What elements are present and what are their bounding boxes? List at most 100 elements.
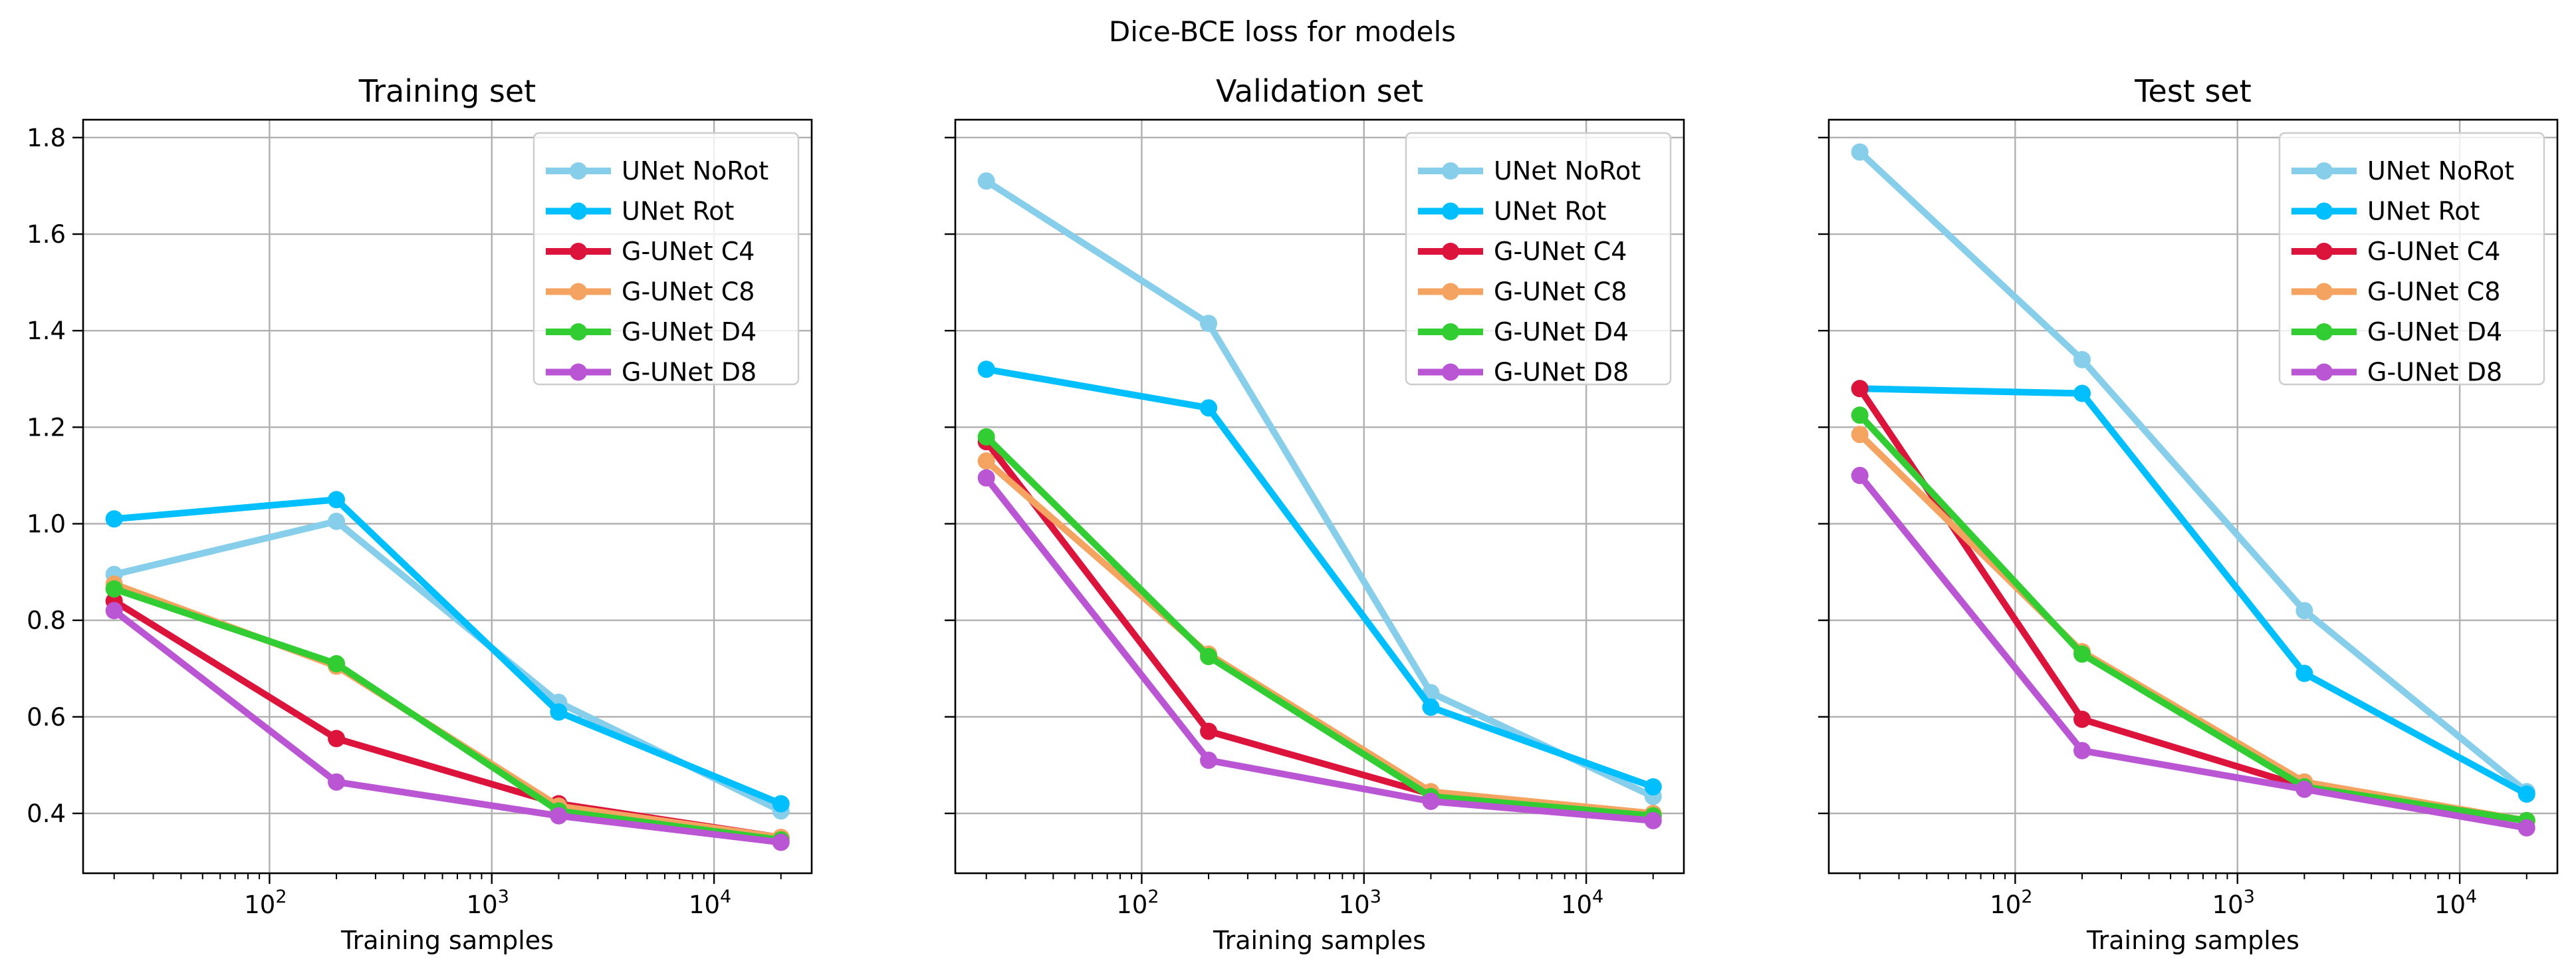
- legend-label: G-UNet D8: [2367, 358, 2502, 387]
- legend-entry: G-UNet C8: [546, 277, 755, 307]
- data-point: [977, 452, 995, 470]
- x-tick-label: 102: [1116, 887, 1159, 919]
- x-tick-label: 104: [2434, 887, 2477, 919]
- x-tick-label: 102: [1990, 887, 2032, 919]
- x-tick-exponent: 4: [720, 887, 731, 907]
- data-point: [328, 512, 346, 530]
- y-tick-label: 1.8: [27, 124, 66, 152]
- data-point: [1422, 698, 1440, 716]
- y-tick-label: 1.0: [27, 510, 66, 539]
- y-ticks: 0.4 0.6 0.8 1.0 1.2 1.4 1.6 1.8: [27, 124, 83, 828]
- legend-entry: UNet Rot: [1418, 197, 1606, 226]
- legend-box: [2278, 132, 2545, 386]
- y-tick-label: 0.8: [27, 607, 66, 635]
- legend-entry: G-UNet D8: [2291, 358, 2502, 387]
- x-ticks: 102 103 104: [1990, 873, 2477, 919]
- series-g-unet-c4: [1851, 380, 2535, 829]
- data-point: [772, 795, 790, 813]
- data-point: [2073, 710, 2091, 728]
- data-point: [772, 833, 790, 851]
- y-tick-label: 1.6: [27, 220, 66, 249]
- series-g-unet-d8: [105, 602, 790, 851]
- x-minor-ticks: [1859, 873, 2527, 879]
- x-tick-exponent: 3: [2244, 887, 2255, 907]
- legend-marker: [1442, 243, 1459, 260]
- legend-label: G-UNet D4: [622, 317, 757, 347]
- series-group: [1851, 143, 2535, 837]
- data-point: [977, 360, 995, 378]
- series-line: [1857, 432, 2527, 824]
- x-axis-label: Training samples: [340, 926, 554, 955]
- series-line: [1857, 412, 2527, 824]
- legend-label: G-UNet D4: [2367, 317, 2502, 347]
- x-tick-base: 10: [1339, 891, 1370, 919]
- data-point: [328, 773, 346, 791]
- data-point: [2295, 780, 2313, 798]
- legend-marker: [570, 283, 587, 301]
- legend-marker: [2315, 323, 2333, 341]
- legend-marker: [2315, 243, 2333, 260]
- data-point: [2517, 785, 2535, 803]
- data-point: [2073, 350, 2091, 368]
- series-line: [114, 496, 782, 807]
- panel-1: 102 103 1040.40.60.81.01.21.41.61.8Trainin…: [27, 73, 813, 955]
- legend-marker: [570, 323, 587, 341]
- x-tick-base: 10: [689, 891, 720, 919]
- panel-title: Validation set: [1216, 73, 1423, 109]
- legend-box: [532, 132, 800, 386]
- data-point: [1200, 648, 1218, 666]
- series-line: [1857, 473, 2527, 831]
- x-tick-exponent: 2: [2021, 887, 2032, 907]
- x-minor-ticks: [113, 873, 782, 879]
- data-point: [328, 654, 346, 672]
- legend-label: UNet Rot: [2367, 197, 2480, 226]
- legend-marker: [1442, 323, 1459, 341]
- x-tick-base: 10: [1116, 891, 1147, 919]
- legend-entry: G-UNet C4: [2291, 237, 2500, 266]
- legend-box: [1405, 132, 1672, 386]
- series-group: [977, 172, 1662, 829]
- data-point: [1644, 778, 1662, 796]
- x-tick-exponent: 4: [2466, 887, 2477, 907]
- data-point: [105, 602, 123, 620]
- data-point: [1851, 406, 1869, 424]
- series-line: [983, 476, 1654, 824]
- legend-marker: [2315, 202, 2333, 220]
- y-ticks: [945, 136, 955, 815]
- data-point: [1200, 752, 1218, 769]
- x-tick-exponent: 4: [1592, 887, 1603, 907]
- x-tick-label: 104: [1561, 887, 1603, 919]
- x-tick-label: 103: [2212, 887, 2255, 919]
- data-point: [2295, 664, 2313, 682]
- legend-marker: [570, 363, 587, 381]
- legend-label: G-UNet C8: [1494, 277, 1627, 307]
- legend-entry: G-UNet D4: [2291, 317, 2502, 347]
- data-point: [2073, 384, 2091, 402]
- panel-title: Test set: [2134, 73, 2252, 109]
- legend-marker: [1442, 202, 1459, 220]
- x-tick-base: 10: [2434, 891, 2466, 919]
- x-axis-label: Training samples: [2086, 926, 2299, 955]
- legend-marker: [1442, 363, 1459, 381]
- legend-marker: [2315, 162, 2333, 180]
- data-point: [977, 428, 995, 446]
- data-point: [1200, 399, 1218, 417]
- data-point: [2295, 602, 2313, 620]
- series-line: [112, 608, 782, 846]
- legend-label: UNet NoRot: [2367, 156, 2514, 186]
- y-tick-label: 0.4: [27, 799, 66, 828]
- x-minor-ticks: [985, 873, 1654, 879]
- panels: 102 103 1040.40.60.81.01.21.41.61.8Trainin…: [27, 73, 2559, 955]
- series-unet-rot: [977, 360, 1662, 796]
- x-tick-base: 10: [2212, 891, 2244, 919]
- x-axis-label: Training samples: [1213, 926, 1426, 955]
- legend-entry: UNet NoRot: [546, 156, 768, 186]
- x-tick-label: 103: [1339, 887, 1381, 919]
- series-group: [105, 491, 790, 851]
- series-g-unet-d8: [1851, 466, 2535, 837]
- data-point: [328, 491, 346, 509]
- plot-frame: [1827, 118, 2559, 875]
- legend-entry: UNet NoRot: [2291, 156, 2514, 186]
- legend-marker: [2315, 283, 2333, 301]
